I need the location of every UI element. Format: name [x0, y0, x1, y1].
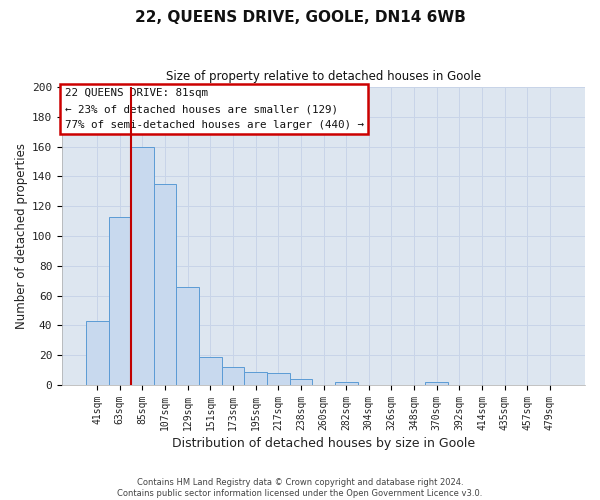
Bar — [335, 382, 358, 385]
Bar — [86, 321, 109, 385]
X-axis label: Distribution of detached houses by size in Goole: Distribution of detached houses by size … — [172, 437, 475, 450]
Bar — [425, 382, 448, 385]
Text: Contains HM Land Registry data © Crown copyright and database right 2024.
Contai: Contains HM Land Registry data © Crown c… — [118, 478, 482, 498]
Text: 22, QUEENS DRIVE, GOOLE, DN14 6WB: 22, QUEENS DRIVE, GOOLE, DN14 6WB — [134, 10, 466, 25]
Bar — [131, 146, 154, 385]
Text: 22 QUEENS DRIVE: 81sqm
← 23% of detached houses are smaller (129)
77% of semi-de: 22 QUEENS DRIVE: 81sqm ← 23% of detached… — [65, 88, 364, 130]
Bar — [154, 184, 176, 385]
Bar — [199, 357, 222, 385]
Bar — [176, 286, 199, 385]
Bar — [267, 373, 290, 385]
Y-axis label: Number of detached properties: Number of detached properties — [15, 143, 28, 329]
Bar — [222, 367, 244, 385]
Bar — [109, 216, 131, 385]
Bar — [244, 372, 267, 385]
Bar — [290, 379, 312, 385]
Title: Size of property relative to detached houses in Goole: Size of property relative to detached ho… — [166, 70, 481, 83]
